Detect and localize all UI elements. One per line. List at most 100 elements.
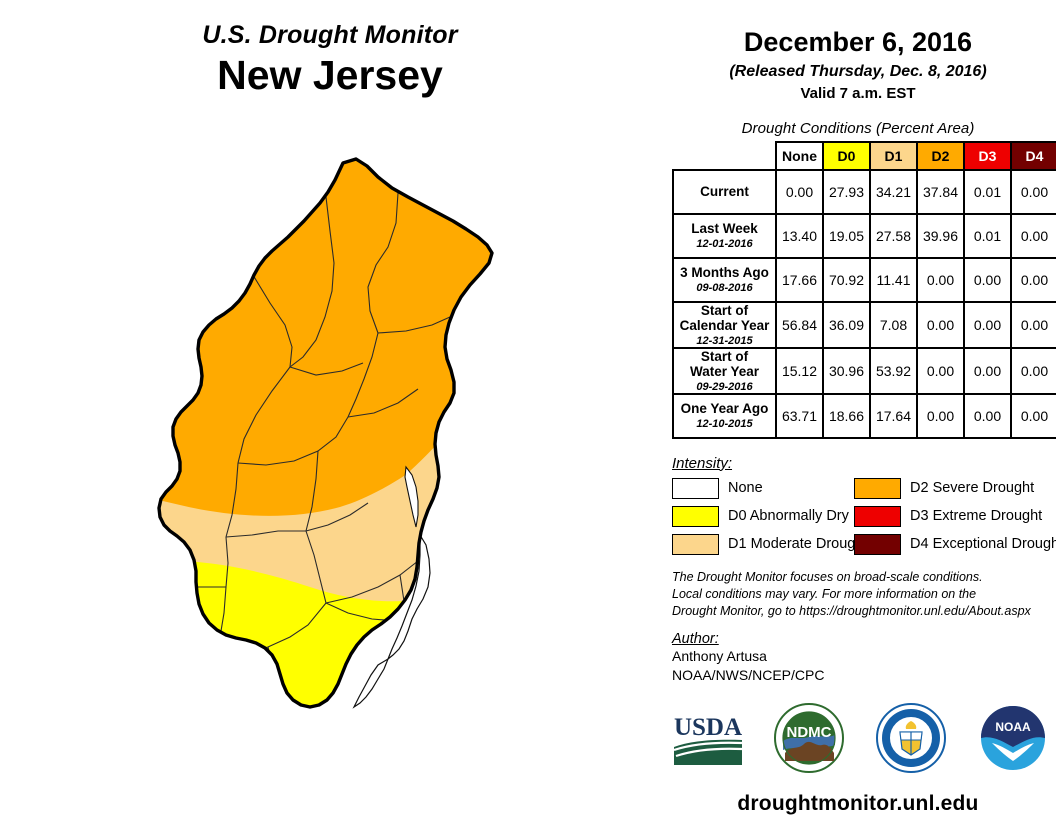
legend-label-d2: D2 Severe Drought — [910, 480, 1035, 497]
cell-three-months-d0: 70.92 — [822, 256, 871, 303]
author-name: Anthony Artusa — [672, 648, 767, 665]
row-label-text-line1: Start of — [700, 302, 749, 318]
cell-calendar-year-d0: 36.09 — [822, 300, 871, 349]
cell-calendar-year-d1: 7.08 — [869, 300, 918, 349]
cell-current-d2: 37.84 — [916, 168, 965, 215]
row-label-current: Current — [672, 168, 777, 215]
commerce-seal-icon — [876, 703, 946, 774]
map-state-outline — [157, 157, 494, 709]
legend-swatch-d2-icon — [854, 477, 901, 499]
usda-logo-text: USDA — [674, 714, 742, 741]
column-header-d4: D4 — [1010, 140, 1056, 171]
usda-contour-line-2 — [675, 747, 743, 758]
ndmc-outer-ring — [774, 703, 844, 774]
row-label-date: 09-29-2016 — [696, 380, 753, 393]
map-region-d2 — [159, 159, 492, 516]
map-barrier-island-north — [386, 532, 431, 661]
author-affiliation: NOAA/NWS/NCEP/CPC — [672, 667, 825, 684]
table-row: Start of Water Year 09-29-2016 15.12 30.… — [672, 346, 1056, 395]
row-label-text: Last Week — [691, 221, 758, 237]
cell-three-months-none: 17.66 — [775, 256, 824, 303]
cell-water-year-d3: 0.00 — [963, 346, 1012, 395]
legend-label-d3: D3 Extreme Drought — [910, 508, 1043, 525]
row-label-text-line1: Start of — [700, 348, 749, 364]
map-title-block: U.S. Drought Monitor New Jersey — [0, 22, 660, 99]
row-label-last-week: Last Week 12-01-2016 — [672, 212, 777, 259]
cell-one-year-ago-none: 63.71 — [775, 392, 824, 439]
column-header-none: None — [775, 140, 824, 171]
cell-water-year-d2: 0.00 — [916, 346, 965, 395]
row-label-date: 12-01-2016 — [696, 237, 753, 250]
table-row: 3 Months Ago 09-08-2016 17.66 70.92 11.4… — [672, 256, 1056, 303]
right-panel: December 6, 2016 (Released Thursday, Dec… — [660, 0, 1056, 816]
legend-item-d3: D3 Extreme Drought — [854, 505, 1056, 527]
cell-one-year-ago-d1: 17.64 — [869, 392, 918, 439]
legend-swatch-d1-icon — [672, 533, 719, 555]
usda-logo: USDA — [672, 709, 744, 772]
row-label-date: 12-10-2015 — [696, 418, 753, 430]
table-row: Last Week 12-01-2016 13.40 19.05 27.58 3… — [672, 212, 1056, 259]
row-label-text: One Year Ago — [680, 401, 769, 417]
noaa-upper-shape — [981, 706, 1045, 748]
row-label-text: 3 Months Ago — [680, 265, 769, 281]
row-label-start-calendar-year: Start of Calendar Year 12-31-2015 — [672, 300, 777, 349]
cell-water-year-d0: 30.96 — [822, 346, 871, 395]
cell-last-week-d0: 19.05 — [822, 212, 871, 259]
column-header-d2: D2 — [916, 140, 965, 171]
ndmc-logo: NDMC — [772, 701, 846, 780]
cell-three-months-d4: 0.00 — [1010, 256, 1056, 303]
map-svg — [157, 157, 494, 709]
cell-water-year-d1: 53.92 — [869, 346, 918, 395]
row-label-one-year-ago: One Year Ago 12-10-2015 — [672, 392, 777, 439]
map-coastal-bay-north — [404, 465, 419, 528]
page-title-state: New Jersey — [217, 52, 443, 99]
column-header-d0: D0 — [822, 140, 871, 171]
cell-last-week-d2: 39.96 — [916, 212, 965, 259]
legend-item-d1: D1 Moderate Drought — [672, 533, 867, 555]
intensity-legend: None D2 Severe Drought D0 Abnormally Dry… — [672, 477, 1056, 555]
column-header-d1: D1 — [869, 140, 918, 171]
legend-swatch-none-icon — [672, 477, 719, 499]
cell-last-week-d4: 0.00 — [1010, 212, 1056, 259]
legend-item-d0: D0 Abnormally Dry — [672, 505, 854, 527]
cell-calendar-year-d4: 0.00 — [1010, 300, 1056, 349]
legend-swatch-d0-icon — [672, 505, 719, 527]
cell-calendar-year-d2: 0.00 — [916, 300, 965, 349]
table-corner-blank — [673, 141, 776, 170]
legend-label-d0: D0 Abnormally Dry — [728, 508, 849, 525]
cell-current-d4: 0.00 — [1010, 168, 1056, 215]
author-heading: Author: — [672, 631, 719, 648]
row-label-text: Current — [700, 183, 749, 199]
cell-last-week-d1: 27.58 — [869, 212, 918, 259]
disclaimer-line-1: The Drought Monitor focuses on broad-sca… — [672, 569, 983, 584]
cell-current-d3: 0.01 — [963, 168, 1012, 215]
report-released: (Released Thursday, Dec. 8, 2016) — [729, 62, 987, 80]
table-row: Start of Calendar Year 12-31-2015 56.84 … — [672, 300, 1056, 349]
cell-three-months-d3: 0.00 — [963, 256, 1012, 303]
legend-item-none: None — [672, 477, 854, 499]
drought-conditions-table: None D0 D1 D2 D3 D4 Current 0.00 27.93 3… — [672, 140, 1056, 439]
cell-one-year-ago-d0: 18.66 — [822, 392, 871, 439]
row-label-three-months-ago: 3 Months Ago 09-08-2016 — [672, 256, 777, 303]
legend-label-d1: D1 Moderate Drought — [728, 536, 868, 553]
ndmc-inner-ring — [782, 711, 836, 765]
row-label-date: 12-31-2015 — [696, 334, 753, 347]
map-barrier-islands — [352, 465, 431, 709]
logo-row: USDA NDMC — [664, 701, 1056, 780]
legend-label-none: None — [728, 480, 763, 497]
cell-one-year-ago-d2: 0.00 — [916, 392, 965, 439]
ndmc-logo-text: NDMC — [787, 724, 832, 741]
intensity-heading: Intensity: — [672, 454, 733, 472]
site-url: droughtmonitor.unl.edu — [737, 792, 979, 816]
table-row: One Year Ago 12-10-2015 63.71 18.66 17.6… — [672, 392, 1056, 439]
row-label-text-line2: Calendar Year — [679, 318, 770, 334]
cell-three-months-d1: 11.41 — [869, 256, 918, 303]
map-region-d0-south — [159, 560, 492, 707]
row-label-text-line2: Water Year — [689, 364, 760, 380]
legend-label-d4: D4 Exceptional Drought — [910, 536, 1056, 553]
date-block: December 6, 2016 (Released Thursday, Dec… — [660, 0, 1056, 101]
cell-three-months-d2: 0.00 — [916, 256, 965, 303]
column-header-d3: D3 — [963, 140, 1012, 171]
cell-water-year-d4: 0.00 — [1010, 346, 1056, 395]
